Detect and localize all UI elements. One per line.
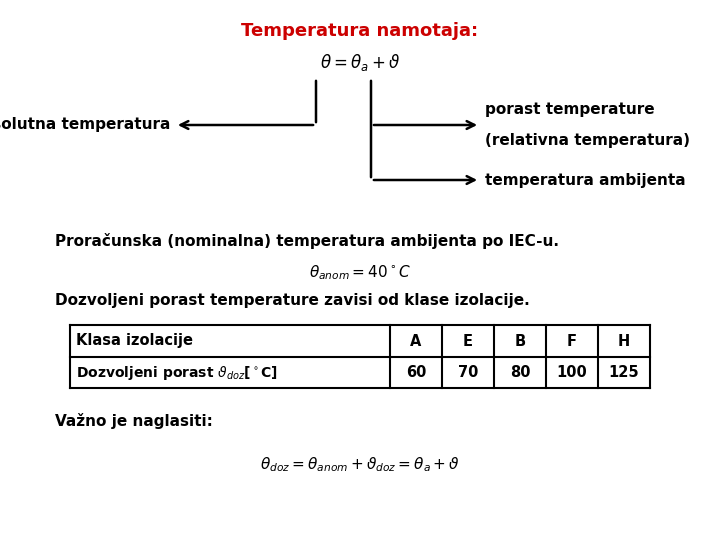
- Text: 125: 125: [608, 365, 639, 380]
- Text: H: H: [618, 334, 630, 348]
- Text: E: E: [463, 334, 473, 348]
- Text: F: F: [567, 334, 577, 348]
- Text: porast temperature: porast temperature: [485, 102, 654, 117]
- Text: (relativna temperatura): (relativna temperatura): [485, 133, 690, 148]
- Text: $\theta_{doz} = \theta_{anom} + \vartheta_{doz} = \theta_a + \vartheta$: $\theta_{doz} = \theta_{anom} + \varthet…: [260, 455, 460, 474]
- Text: 60: 60: [406, 365, 426, 380]
- Text: Važno je naglasiti:: Važno je naglasiti:: [55, 413, 213, 429]
- Text: Temperatura namotaja:: Temperatura namotaja:: [241, 22, 479, 40]
- Text: Dozvoljeni porast temperature zavisi od klase izolacije.: Dozvoljeni porast temperature zavisi od …: [55, 293, 530, 308]
- Text: 70: 70: [458, 365, 478, 380]
- Text: 100: 100: [557, 365, 588, 380]
- Text: apsolutna temperatura: apsolutna temperatura: [0, 118, 170, 132]
- Text: A: A: [410, 334, 422, 348]
- Text: Klasa izolacije: Klasa izolacije: [76, 334, 193, 348]
- Text: Proračunska (nominalna) temperatura ambijenta po IEC-u.: Proračunska (nominalna) temperatura ambi…: [55, 233, 559, 249]
- Text: temperatura ambijenta: temperatura ambijenta: [485, 172, 685, 187]
- Text: $\theta = \theta_a + \vartheta$: $\theta = \theta_a + \vartheta$: [320, 52, 400, 73]
- Text: 80: 80: [510, 365, 530, 380]
- Text: B: B: [514, 334, 526, 348]
- Text: $\theta_{anom} = 40^\circ C$: $\theta_{anom} = 40^\circ C$: [309, 263, 411, 282]
- Text: Dozvoljeni porast $\vartheta_{doz}$[$^\circ$C]: Dozvoljeni porast $\vartheta_{doz}$[$^\c…: [76, 363, 278, 381]
